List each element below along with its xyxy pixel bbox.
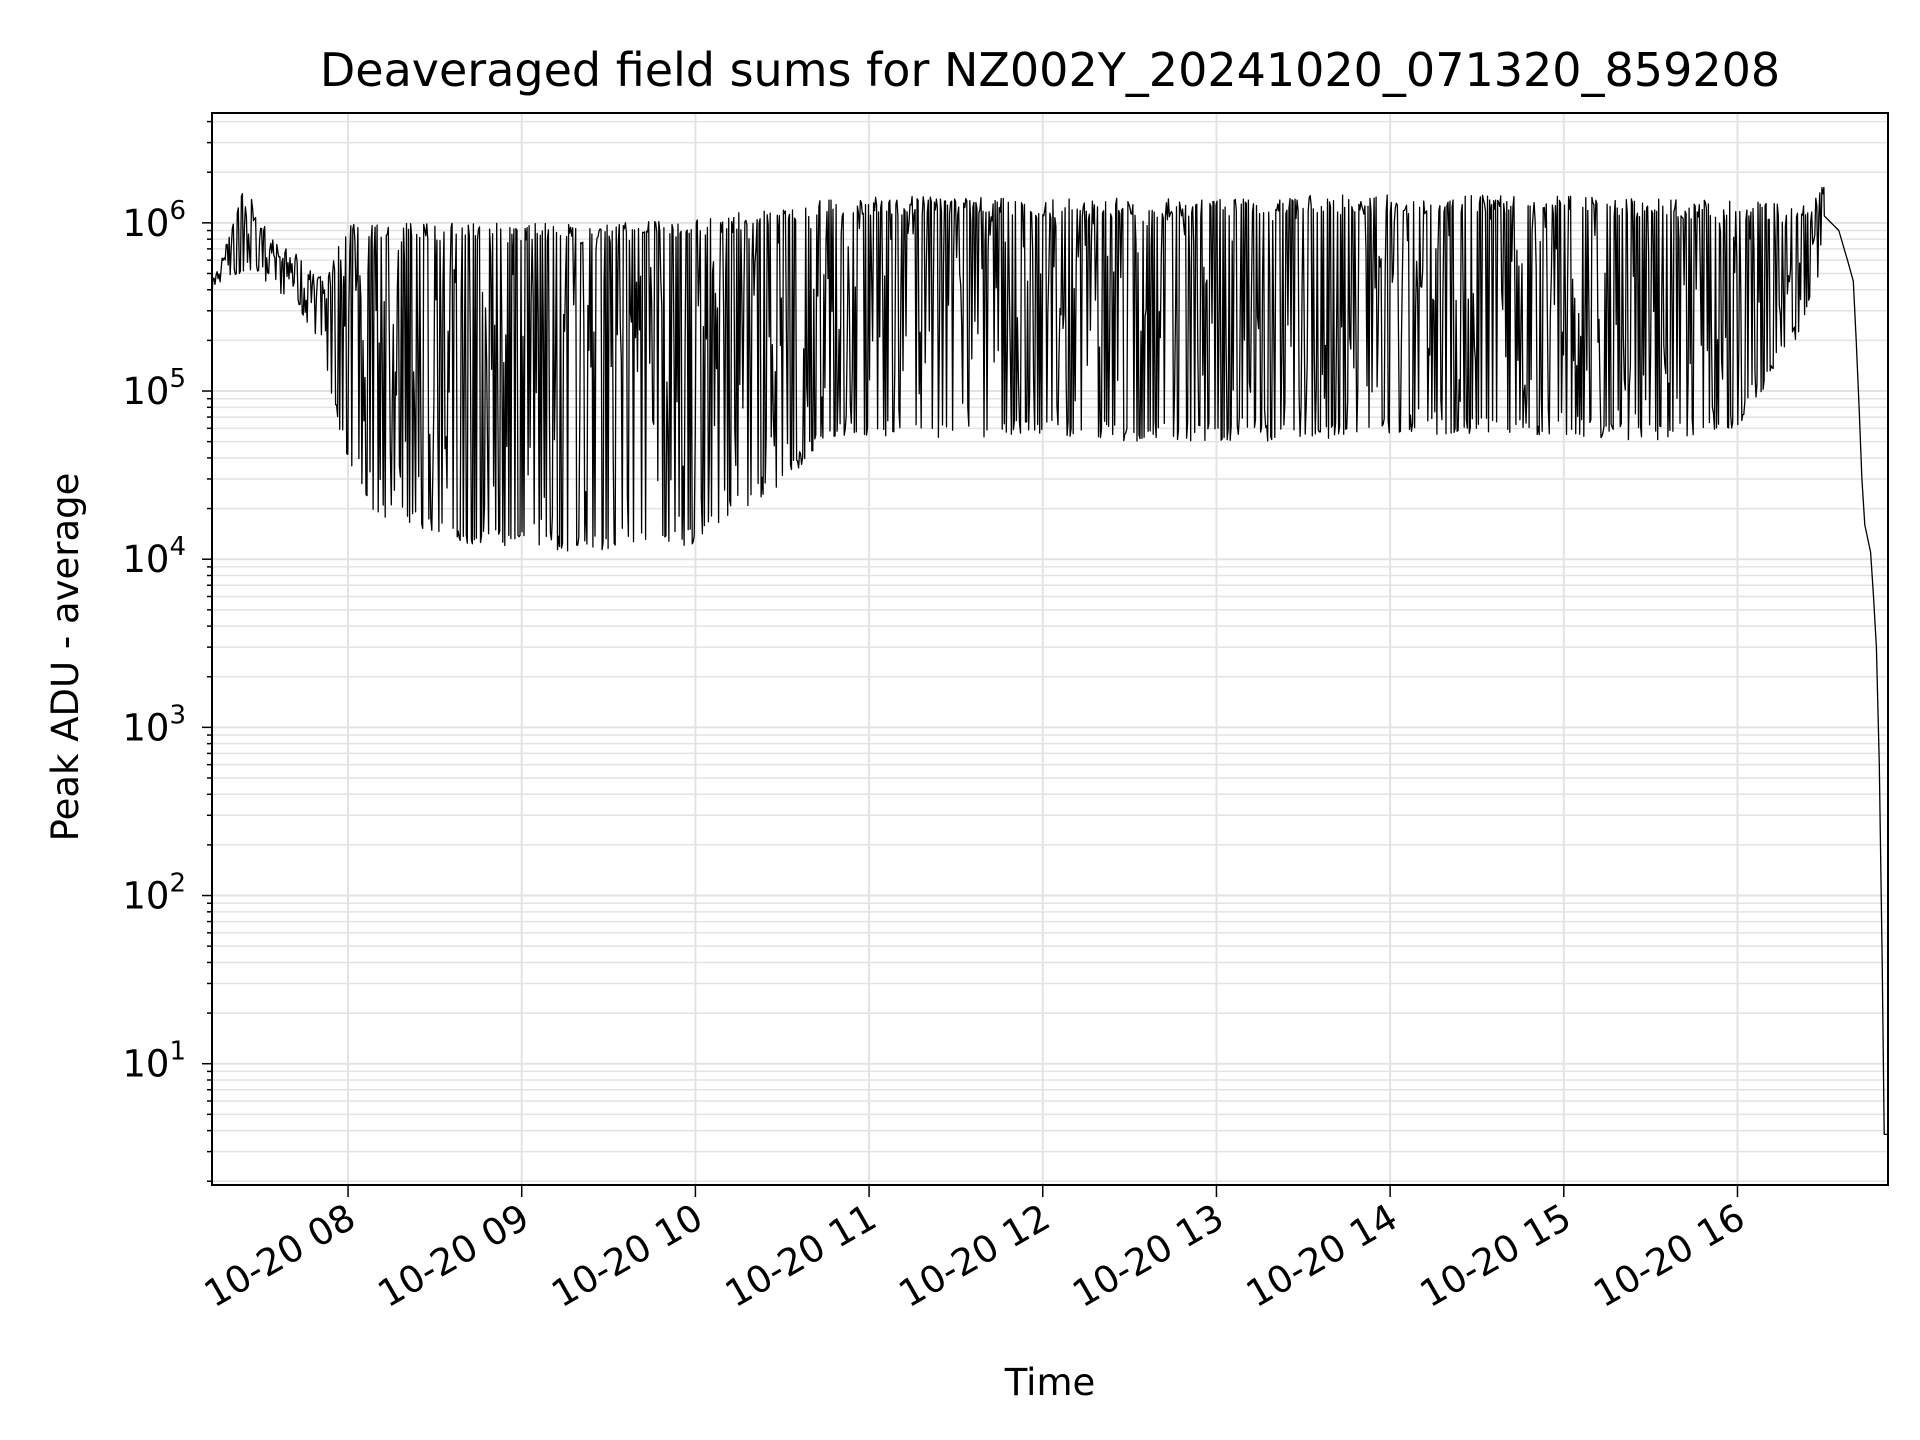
y-tick-label: 102 — [122, 869, 186, 918]
x-axis-label: Time — [1004, 1361, 1096, 1404]
y-axis: 101 102 103 104 105 106 — [122, 120, 212, 1183]
y-axis-label: Peak ADU - average — [44, 473, 87, 842]
y-tick-label: 103 — [122, 700, 186, 749]
plot-frame — [211, 112, 1889, 1186]
x-tick-label: 10-20 16 — [1586, 1196, 1752, 1316]
x-tick-label: 10-20 08 — [197, 1196, 363, 1316]
x-tick-label: 10-20 13 — [1065, 1196, 1231, 1316]
x-tick-label: 10-20 12 — [892, 1196, 1058, 1316]
y-tick-label: 106 — [122, 196, 186, 245]
y-tick-label: 104 — [122, 532, 186, 581]
x-tick-label: 10-20 15 — [1413, 1196, 1579, 1316]
x-tick-label: 10-20 10 — [544, 1196, 710, 1316]
x-tick-label: 10-20 09 — [371, 1196, 537, 1316]
x-axis: 10-20 08 10-20 09 10-20 10 10-20 11 10-20 12… — [197, 1185, 1752, 1316]
y-tick-label: 101 — [122, 1037, 186, 1086]
y-tick-label: 105 — [122, 364, 186, 413]
plot-area — [211, 186, 1888, 1136]
series-line — [211, 186, 1888, 1136]
chart-title: Deaveraged field sums for NZ002Y_2024102… — [320, 43, 1780, 97]
x-tick-label: 10-20 14 — [1239, 1196, 1405, 1316]
x-tick-label: 10-20 11 — [718, 1196, 884, 1316]
